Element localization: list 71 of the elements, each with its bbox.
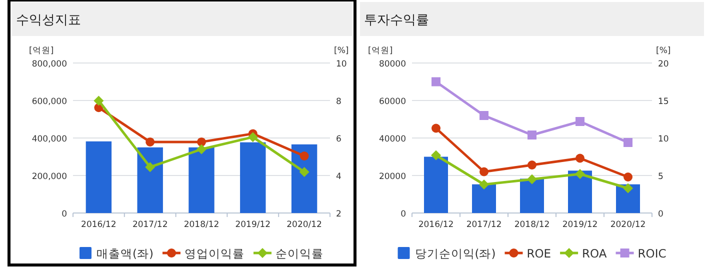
legend-label: ROE — [526, 246, 552, 260]
legend-label: 순이익률 — [275, 246, 324, 260]
x-tick-label: 2020/12 — [610, 220, 646, 230]
x-tick-label: 2018/12 — [184, 220, 220, 230]
y2-tick-label: 10 — [336, 60, 347, 70]
y-tick-label: 800,000 — [32, 60, 67, 70]
point — [431, 150, 441, 160]
y-tick-label: 20000 — [378, 172, 406, 182]
y-tick-label: 400,000 — [32, 134, 67, 144]
bar — [568, 170, 592, 213]
point — [480, 167, 488, 176]
legend-label: 매출액(좌) — [96, 246, 154, 260]
y-tick-label: 40000 — [378, 134, 406, 144]
point — [576, 154, 584, 163]
x-tick-label: 2019/12 — [235, 220, 271, 230]
point — [528, 130, 536, 140]
legend-label: ROIC — [638, 246, 666, 260]
point — [196, 144, 206, 154]
y2-tick-label: 0 — [658, 210, 664, 220]
point — [248, 132, 258, 142]
y2-tick-label: 5 — [658, 172, 664, 182]
point — [432, 77, 440, 86]
point — [527, 174, 537, 184]
legend-label: 영업이익률 — [184, 246, 244, 260]
point — [300, 152, 309, 160]
y-axis-title: [억원] — [29, 46, 54, 56]
y-tick-label: 200,000 — [32, 172, 67, 182]
x-tick-label: 2019/12 — [562, 220, 598, 230]
y2-tick-label: 8 — [336, 97, 342, 107]
point — [197, 137, 206, 146]
x-tick-label: 2016/12 — [81, 220, 116, 230]
point — [624, 172, 632, 182]
point — [528, 160, 536, 170]
y2-tick-label: 20 — [658, 60, 669, 70]
y2-axis-title: [%] — [334, 46, 349, 56]
y-axis-title: [억원] — [368, 46, 393, 56]
legend-label: ROA — [582, 246, 607, 260]
x-tick-label: 2017/12 — [466, 220, 502, 230]
y2-axis-title: [%] — [656, 46, 671, 56]
y-tick-label: 0 — [400, 210, 406, 220]
point — [146, 137, 155, 146]
y-tick-label: 80000 — [378, 60, 406, 70]
point — [623, 183, 633, 194]
point — [94, 96, 104, 106]
bar — [472, 184, 496, 213]
point — [480, 111, 488, 120]
chart-title: 투자수익률 — [364, 13, 429, 28]
y-tick-label: 600,000 — [32, 97, 67, 107]
bar — [616, 184, 640, 213]
x-tick-label: 2018/12 — [514, 220, 550, 230]
y2-tick-label: 15 — [658, 97, 669, 107]
point — [145, 162, 156, 172]
y2-tick-label: 10 — [658, 134, 669, 144]
y2-tick-label: 6 — [336, 134, 342, 144]
y-tick-label: 60000 — [378, 97, 406, 107]
point — [432, 124, 440, 133]
point — [479, 180, 489, 190]
bar — [424, 156, 448, 213]
point — [575, 169, 585, 179]
chart-title: 수익성지표 — [16, 13, 81, 28]
legend-label: 당기순이익(좌) — [414, 246, 496, 260]
bar — [520, 178, 544, 213]
y2-tick-label: 4 — [336, 172, 342, 182]
point — [299, 166, 310, 177]
point — [624, 138, 632, 147]
y2-tick-label: 2 — [336, 210, 342, 220]
x-tick-label: 2017/12 — [132, 220, 168, 230]
point — [576, 117, 584, 126]
y-tick-label: 0 — [62, 210, 67, 220]
x-tick-label: 2016/12 — [418, 220, 454, 230]
x-tick-label: 2020/12 — [286, 220, 322, 230]
